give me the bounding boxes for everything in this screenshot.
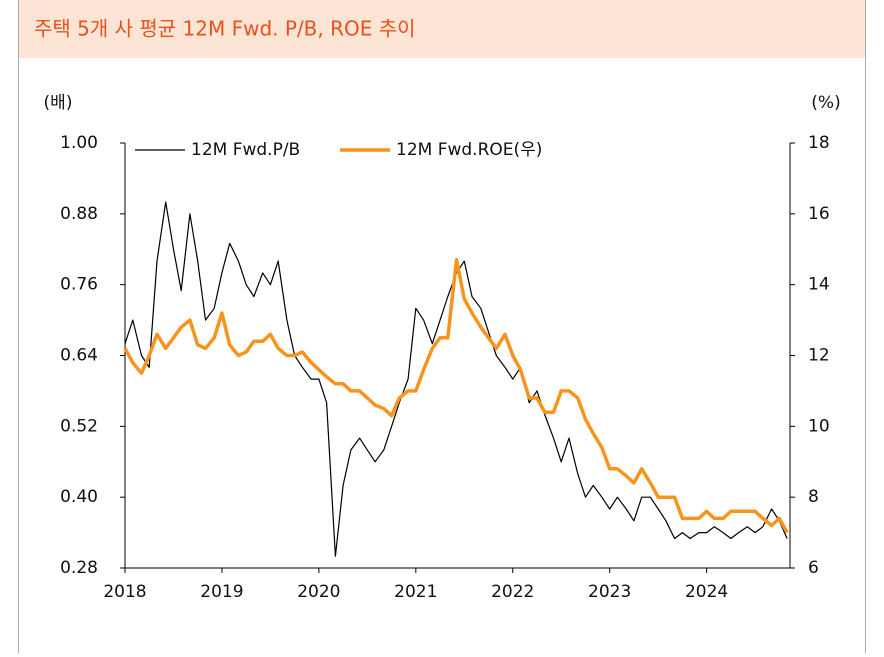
y-tick-label: 1.00 [60,133,98,153]
y-tick-label: 0.76 [60,275,98,295]
x-tick-label: 2021 [394,582,437,602]
y2-tick-label: 16 [808,204,830,224]
chart-title: 주택 5개 사 평균 12M Fwd. P/B, ROE 추이 [34,17,416,41]
y2-tick-label: 8 [808,487,819,507]
y2-tick-label: 6 [808,558,819,578]
header-band [18,0,866,58]
y2-tick-label: 14 [808,275,830,295]
y-tick-label: 0.40 [60,487,98,507]
x-tick-label: 2019 [200,582,243,602]
x-tick-label: 2022 [491,582,534,602]
y2-tick-label: 12 [808,346,830,366]
x-tick-label: 2020 [297,582,340,602]
y2-tick-label: 18 [808,133,830,153]
x-tick-label: 2023 [588,582,631,602]
y2-tick-label: 10 [808,416,830,436]
y-tick-label: 0.88 [60,204,98,224]
legend-label: 12M Fwd.P/B [191,140,300,160]
y-tick-label: 0.28 [60,558,98,578]
y-tick-label: 0.52 [60,416,98,436]
legend-label: 12M Fwd.ROE(우) [396,140,542,160]
y2-axis-label: (%) [811,93,840,113]
series-line [124,201,788,557]
x-tick-label: 2024 [685,582,728,602]
y-axis-label: (배) [44,93,73,113]
series-line [123,258,789,534]
y-tick-label: 0.64 [60,346,98,366]
x-tick-label: 2018 [103,582,146,602]
